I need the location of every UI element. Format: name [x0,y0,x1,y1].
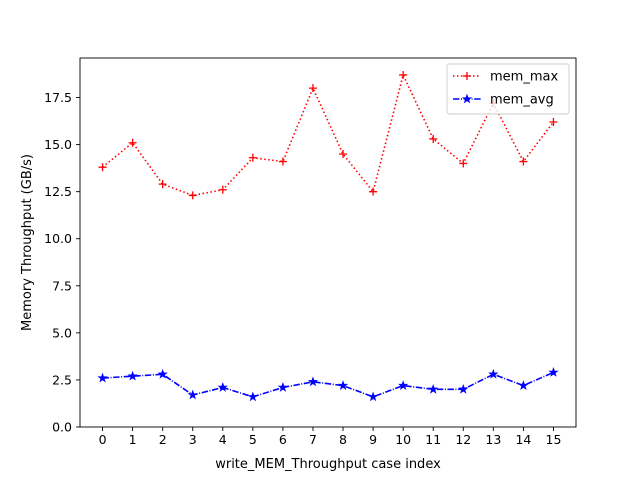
data-point-mem_max [98,163,107,172]
data-point-mem_avg [217,382,228,392]
data-point-mem_avg [97,372,108,383]
data-point-mem_avg [548,366,559,377]
data-point-mem_max [278,157,287,166]
data-point-mem_avg [428,383,439,394]
y-tick-label: 15.0 [44,137,72,152]
x-tick-label: 2 [159,432,167,447]
data-point-mem_max [459,159,468,168]
series-mem_avg [97,366,559,402]
y-tick-label: 12.5 [44,184,72,199]
series-line-mem_avg [102,371,554,398]
y-tick-label: 2.5 [52,372,72,387]
data-point-mem_avg [157,368,168,379]
x-tick-label: 11 [425,432,441,447]
legend-marker [461,93,473,104]
axes: 0 1 2 3 4 5 6 7 8 9 10 11 12 13 14 150.02.55.07.510.012… [44,57,577,447]
data-point-mem_max [339,150,348,159]
series-mem_max [98,70,558,200]
data-point-mem_max [128,138,137,147]
x-tick-label: 8 [339,432,347,447]
data-point-mem_avg [458,383,469,394]
x-axis-label: write_MEM_Throughput case index [215,457,441,472]
axes-frame [79,57,577,428]
x-tick-label: 14 [515,432,531,447]
y-tick-label: 7.5 [52,278,72,293]
data-point-mem_max [549,118,558,127]
legend-label: mem_max [490,70,558,85]
x-tick-label: 4 [219,432,227,447]
legend: mem_max mem_avg [446,63,570,115]
data-point-mem_max [308,84,317,93]
x-tick-label: 0 [99,432,107,447]
x-tick-label: 15 [546,432,562,447]
legend-entry-mem_max: mem_max [453,70,558,85]
data-point-mem_avg [127,370,138,381]
x-tick-label: 10 [395,432,411,447]
x-tick-label: 5 [249,432,257,447]
y-tick-label: 10.0 [44,231,72,246]
legend-marker [463,72,471,80]
data-point-mem_max [519,157,528,166]
data-point-mem_max [429,134,438,143]
legend-entry-mem_avg: mem_avg [453,93,554,108]
x-tick-label: 9 [369,432,377,447]
x-tick-label: 13 [485,432,501,447]
data-point-mem_avg [307,376,319,387]
data-point-mem_max [188,191,197,200]
data-point-mem_avg [397,380,409,390]
legend-label: mem_avg [490,93,554,108]
data-point-mem_avg [247,391,259,402]
data-point-mem_avg [367,391,379,402]
data-point-mem_max [218,185,227,194]
data-point-mem_max [158,180,167,189]
y-tick-label: 5.0 [52,325,72,340]
x-tick-label: 12 [455,432,471,447]
y-tick-label: 17.5 [44,90,72,105]
x-tick-label: 7 [309,432,317,447]
data-point-mem_avg [277,382,289,392]
data-point-mem_max [399,70,408,79]
y-axis-label: Memory Throughput (GB/s) [20,154,35,331]
data-point-mem_avg [187,389,198,400]
plot-area [97,70,559,402]
x-tick-label: 6 [279,432,287,447]
x-tick-label: 3 [189,432,197,447]
data-point-mem_max [369,187,378,196]
data-point-mem_avg [488,368,499,379]
x-tick-label: 1 [129,432,137,447]
data-point-mem_avg [337,380,349,390]
data-point-mem_avg [518,380,529,390]
y-tick-label: 0.0 [52,420,72,435]
data-point-mem_max [248,153,257,162]
